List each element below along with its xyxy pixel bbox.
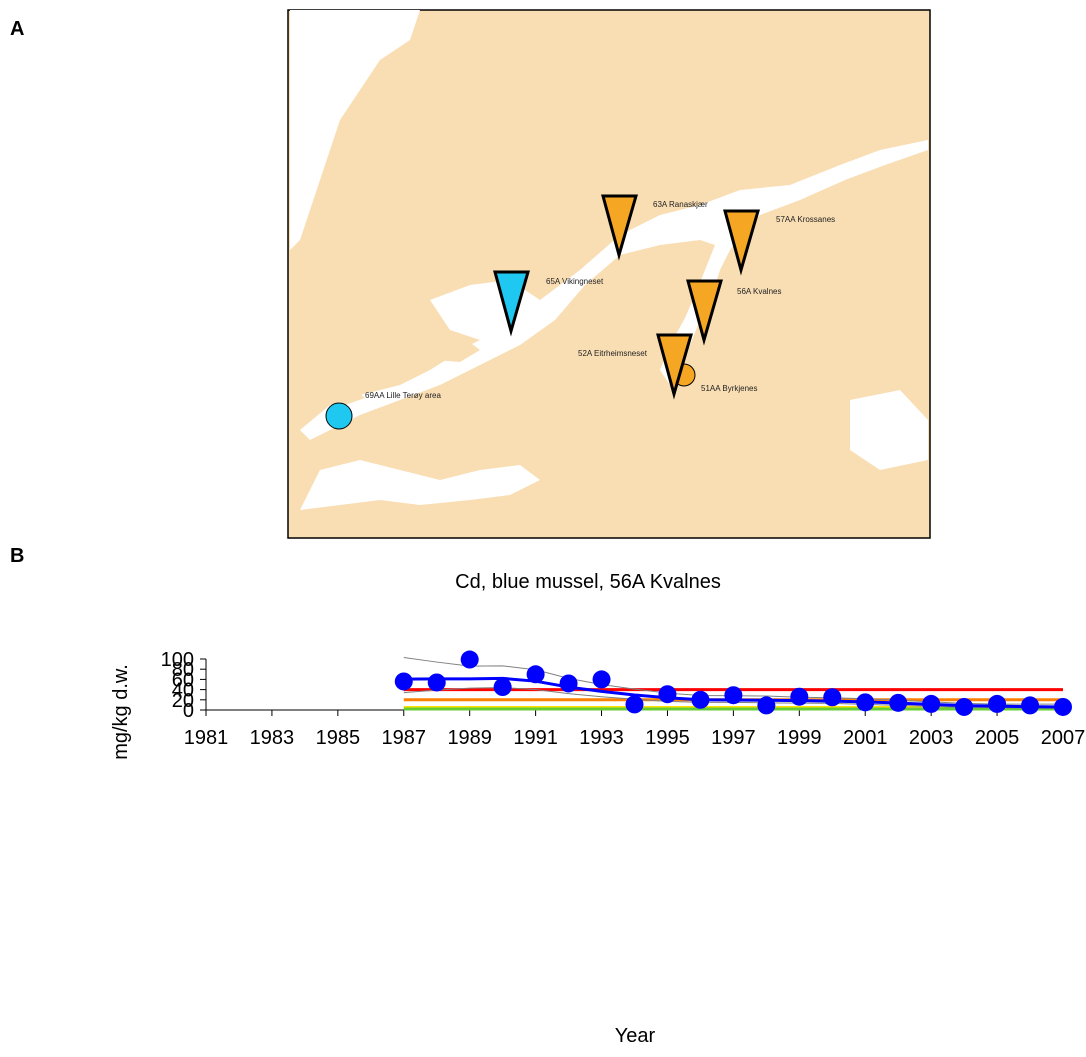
island xyxy=(430,335,480,362)
southern-fjord xyxy=(300,460,540,510)
station-marker-56a-triangle[interactable] xyxy=(686,279,723,346)
coastal-water xyxy=(290,10,420,250)
panel-label-b: B xyxy=(10,545,25,567)
station-label-57aa: 57AA Krossanes xyxy=(776,215,835,224)
station-marker-52a-triangle[interactable] xyxy=(656,333,693,400)
x-tick-label: 1981 xyxy=(184,727,229,749)
data-point xyxy=(460,650,479,669)
station-marker-65a-triangle[interactable] xyxy=(493,270,530,337)
data-point xyxy=(889,693,908,712)
station-label-52a: 52A Eitrheimsneset xyxy=(578,349,648,358)
y-tick-label: 100 xyxy=(161,649,194,671)
data-point xyxy=(592,670,611,689)
x-tick-label: 1985 xyxy=(316,727,361,749)
data-point xyxy=(526,665,545,684)
map-frame xyxy=(287,9,931,539)
data-point xyxy=(988,694,1007,713)
station-label-63a: 63A Ranaskjær xyxy=(653,200,708,209)
data-point xyxy=(856,693,875,712)
panel-label-a: A xyxy=(10,18,25,40)
x-axis-label: Year xyxy=(615,1025,656,1047)
station-label-56a: 56A Kvalnes xyxy=(737,287,781,296)
station-label-51aa: 51AA Byrkjenes xyxy=(701,384,757,393)
x-tick-label: 1989 xyxy=(447,727,492,749)
data-point xyxy=(427,673,446,692)
island xyxy=(560,225,610,250)
data-point xyxy=(1021,696,1040,715)
x-tick-label: 2005 xyxy=(975,727,1020,749)
chart-title: Cd, blue mussel, 56A Kvalnes xyxy=(455,571,721,593)
y-axis-label: mg/kg d.w. xyxy=(110,664,132,760)
station-label-65a: 65A Vikingneset xyxy=(546,277,604,286)
y-tick-label: 60 xyxy=(172,669,194,691)
lake xyxy=(850,390,928,470)
data-point xyxy=(625,695,644,714)
x-tick-label: 1993 xyxy=(579,727,624,749)
y-tick-label: 80 xyxy=(172,659,194,681)
data-point xyxy=(790,687,809,706)
data-point xyxy=(922,694,941,713)
data-point xyxy=(757,696,776,715)
station-marker-69aa-circle[interactable] xyxy=(325,402,353,430)
station-label-69aa: 69AA Lille Terøy area xyxy=(365,391,441,400)
data-point xyxy=(559,674,578,693)
x-tick-label: 1995 xyxy=(645,727,690,749)
y-tick-label: 40 xyxy=(172,680,194,702)
y-tick-label: 0 xyxy=(183,700,194,722)
data-point xyxy=(1054,697,1072,716)
data-point xyxy=(658,685,677,704)
x-tick-label: 1983 xyxy=(250,727,295,749)
x-tick-label: 1997 xyxy=(711,727,756,749)
fjord-water xyxy=(300,140,928,440)
x-tick-label: 1991 xyxy=(513,727,558,749)
station-map: 63A Ranaskjær 57AA Krossanes 65A Vikingn… xyxy=(287,9,931,539)
station-marker-63a-triangle[interactable] xyxy=(601,194,638,261)
x-tick-label: 1999 xyxy=(777,727,822,749)
data-point xyxy=(955,697,974,716)
data-point xyxy=(823,688,842,707)
station-marker-57aa-triangle[interactable] xyxy=(723,209,760,276)
data-point xyxy=(691,690,710,709)
data-point xyxy=(724,686,743,705)
data-point xyxy=(394,672,413,691)
x-tick-label: 1987 xyxy=(382,727,427,749)
x-tick-label: 2001 xyxy=(843,727,888,749)
cd-chart: Cd, blue mussel, 56A Kvalnes 02040608010… xyxy=(110,571,1086,1047)
x-tick-label: 2003 xyxy=(909,727,954,749)
y-tick-label: 20 xyxy=(172,690,194,712)
x-tick-label: 2007 xyxy=(1041,727,1086,749)
data-point xyxy=(493,678,512,697)
island xyxy=(330,385,365,405)
